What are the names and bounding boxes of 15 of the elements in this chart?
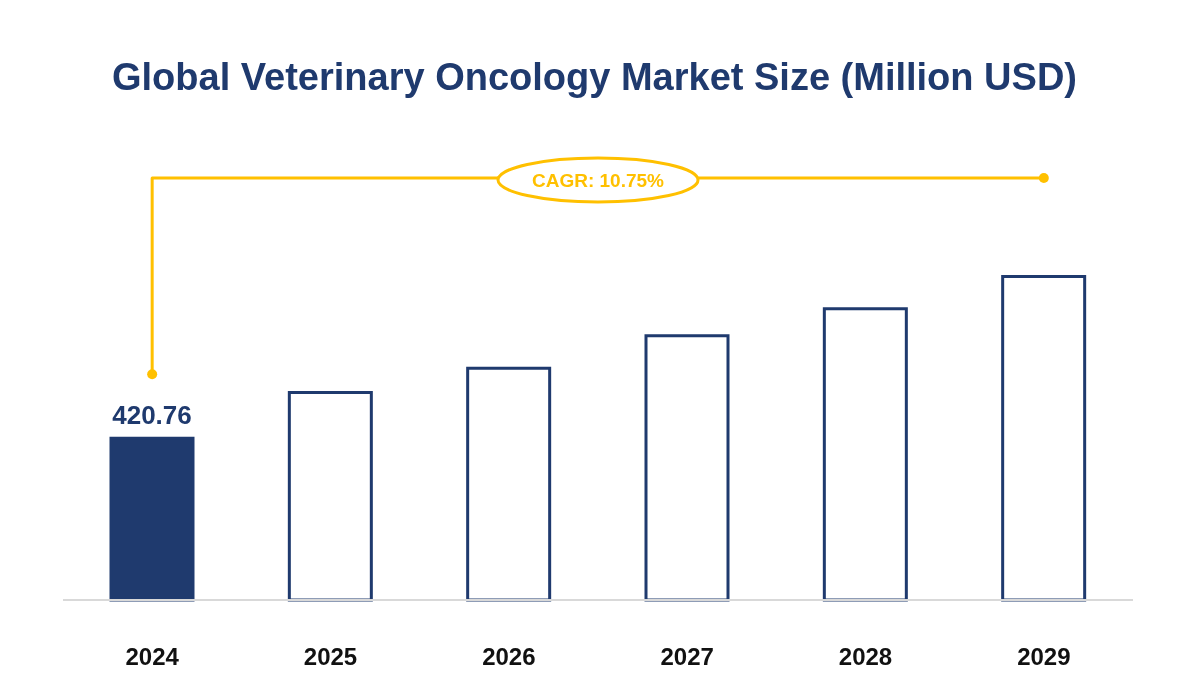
x-tick-label: 2028 xyxy=(838,643,893,671)
x-tick-label: 2027 xyxy=(660,643,714,671)
x-tick-label: 2029 xyxy=(1017,643,1071,671)
chart-title: Global Veterinary Oncology Market Size (Million USD) xyxy=(111,56,1078,99)
bar xyxy=(644,334,730,602)
x-tick-label: 2024 xyxy=(125,643,180,671)
bar xyxy=(109,436,195,602)
bar xyxy=(466,366,552,602)
x-tick-label: 2025 xyxy=(303,643,358,671)
x-tick-label: 2026 xyxy=(482,643,536,671)
bar xyxy=(822,307,908,602)
bar xyxy=(1001,274,1087,602)
bar xyxy=(287,391,373,602)
text: CAGR: 10.75% xyxy=(532,170,665,191)
data-label: 420.76 xyxy=(112,400,192,431)
